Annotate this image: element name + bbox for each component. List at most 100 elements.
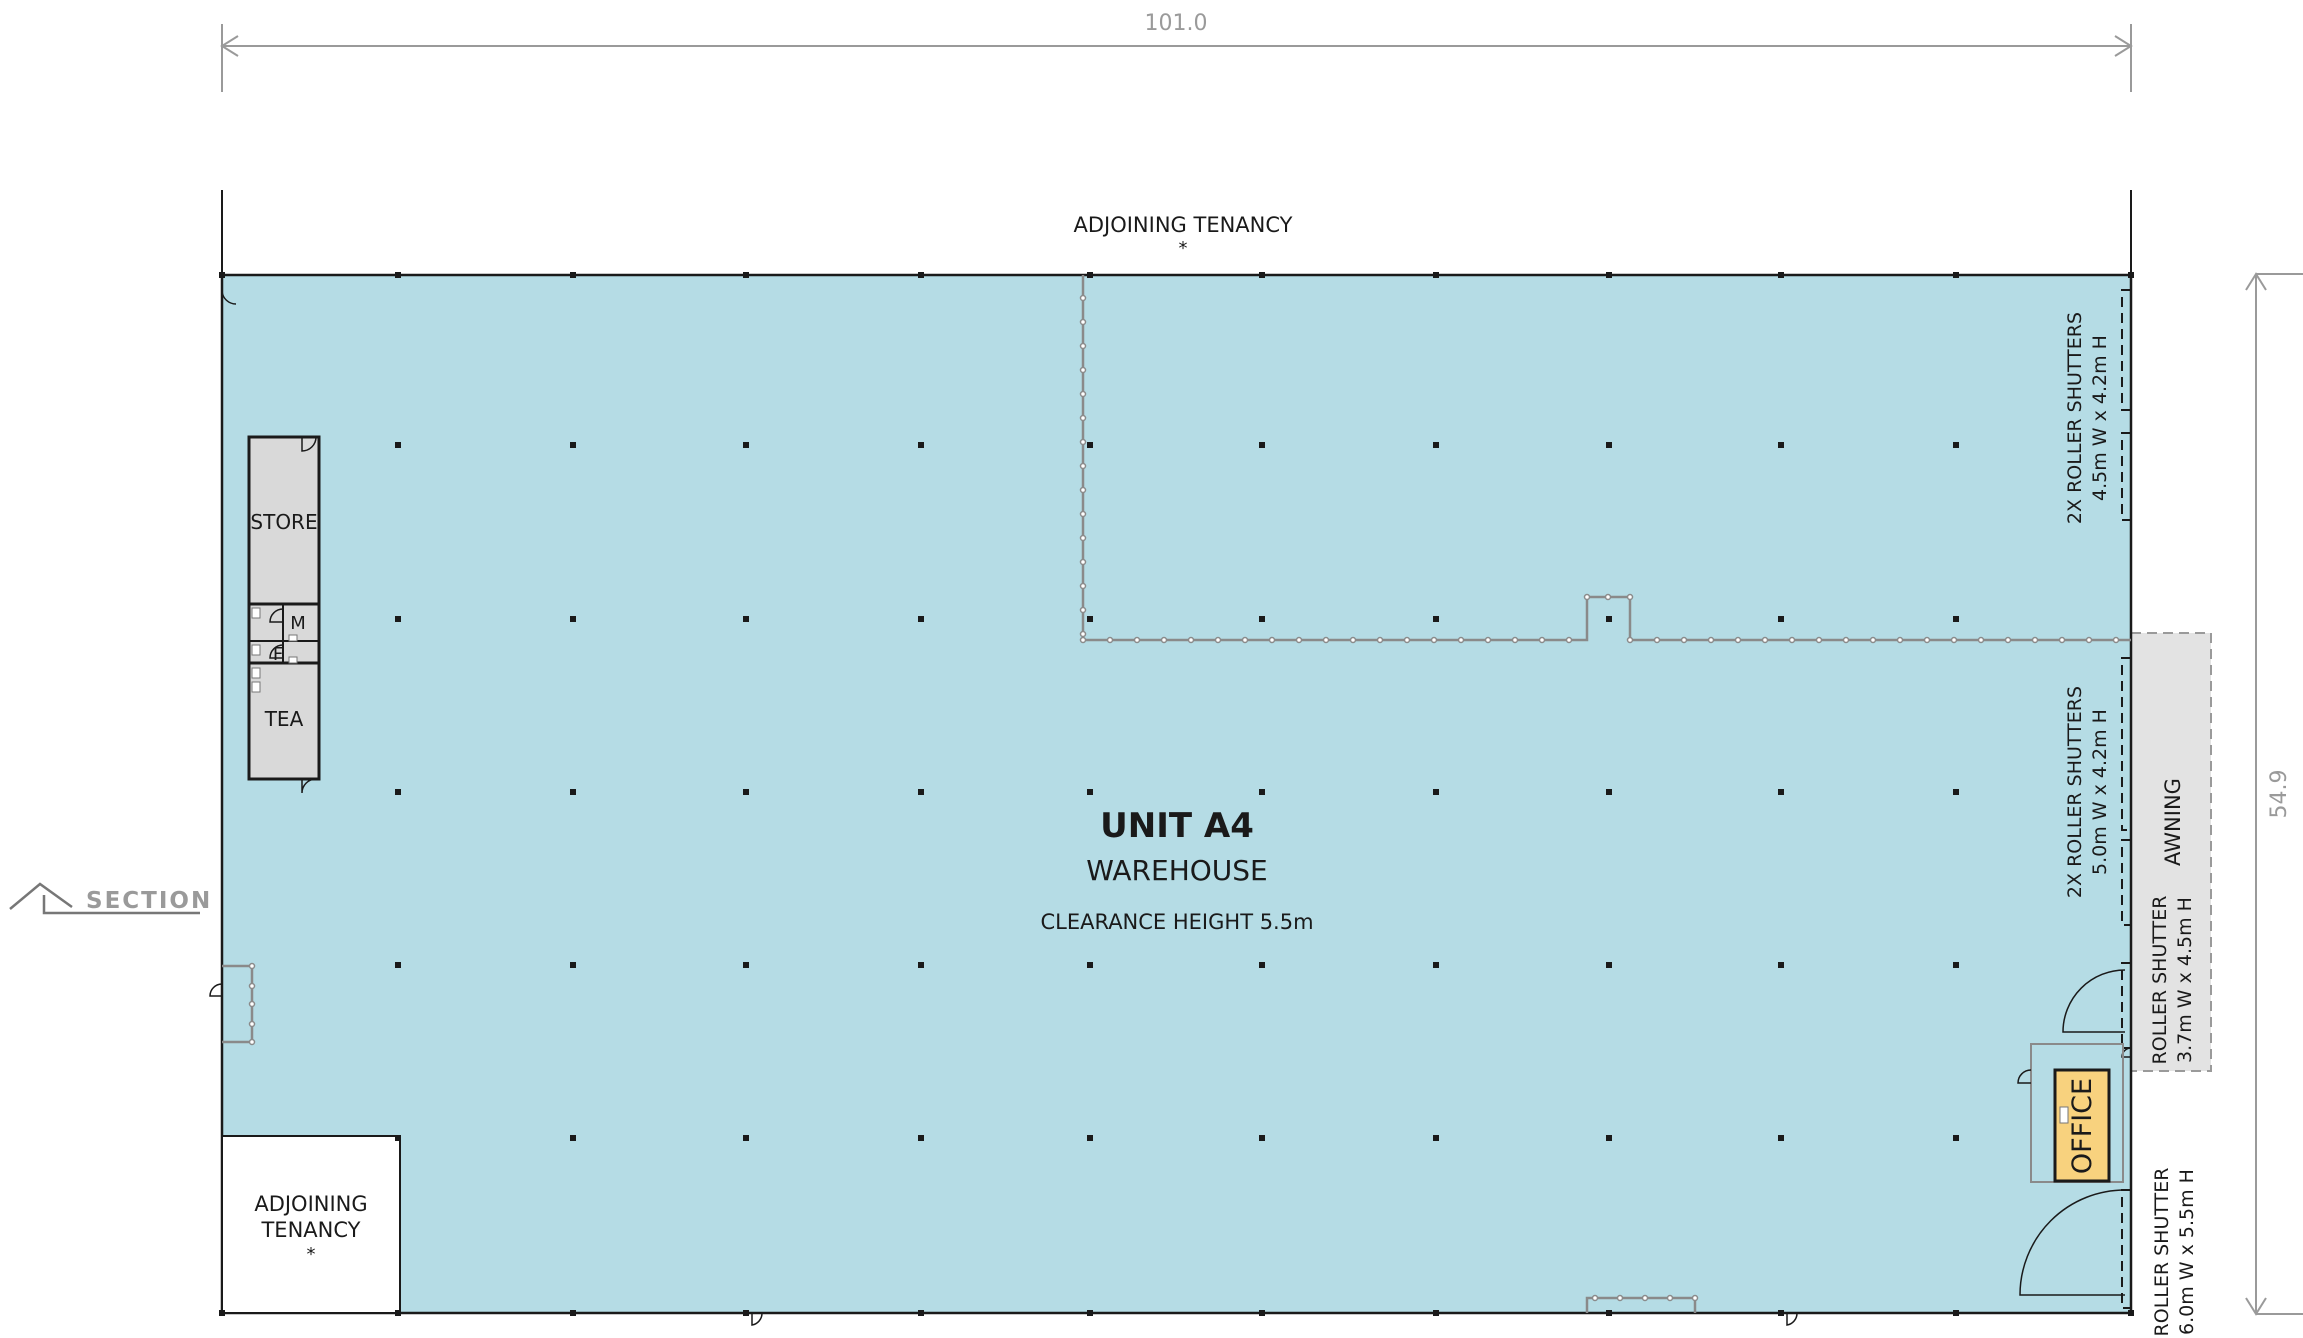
- awning-label: AWNING: [2161, 778, 2185, 866]
- fence-post: [1079, 318, 1087, 326]
- fence-post: [1626, 593, 1634, 601]
- fence-post: [1079, 438, 1087, 446]
- fence-post: [248, 1038, 256, 1046]
- fence-post: [2085, 636, 2093, 644]
- fence-post: [2004, 636, 2012, 644]
- perimeter-column: [1259, 272, 1265, 278]
- perimeter-column: [395, 1310, 401, 1316]
- column: [1606, 789, 1612, 795]
- fence-post: [2058, 636, 2066, 644]
- clearance-height: CLEARANCE HEIGHT 5.5m: [1040, 910, 1313, 934]
- fence-post: [1322, 636, 1330, 644]
- fence-post: [1079, 366, 1087, 374]
- shutter-2-line2: 5.0m W x 4.2m H: [2089, 709, 2111, 875]
- fence-post: [2031, 636, 2039, 644]
- fence-post: [1241, 636, 1249, 644]
- fence-post: [1691, 1294, 1699, 1302]
- width-dimension: [220, 24, 2133, 92]
- fence-post: [1666, 1294, 1674, 1302]
- perimeter-column: [1953, 1310, 1959, 1316]
- fence-post: [1349, 636, 1357, 644]
- fence-post: [2112, 636, 2120, 644]
- fence-post: [1626, 636, 1634, 644]
- fence-post: [1079, 486, 1087, 494]
- column: [1259, 789, 1265, 795]
- fence-post: [1214, 636, 1222, 644]
- section-marker-icon: [9, 882, 200, 915]
- fence-post: [1604, 593, 1612, 601]
- fence-post: [1079, 582, 1087, 590]
- unit-name: UNIT A4: [1100, 806, 1254, 846]
- fence-post: [1079, 390, 1087, 398]
- column: [1259, 442, 1265, 448]
- column: [1778, 1135, 1784, 1141]
- adjoining-tenancy-bottom: [221, 1135, 401, 1314]
- fence-post: [1641, 1294, 1649, 1302]
- fence-post: [1869, 636, 1877, 644]
- fence-post: [1187, 636, 1195, 644]
- column: [1778, 962, 1784, 968]
- perimeter-column: [2128, 272, 2134, 278]
- column: [1259, 616, 1265, 622]
- column: [1087, 789, 1093, 795]
- column: [1778, 442, 1784, 448]
- fence-post: [1403, 636, 1411, 644]
- fence-post: [1079, 294, 1087, 302]
- column: [918, 616, 924, 622]
- fence-post: [248, 982, 256, 990]
- fence-post: [248, 1020, 256, 1028]
- column: [1087, 442, 1093, 448]
- column: [743, 442, 749, 448]
- column: [1778, 616, 1784, 622]
- fence-post: [248, 962, 256, 970]
- adjoining-tenancy-top-label: ADJOINING TENANCY: [1073, 213, 1292, 237]
- column: [918, 789, 924, 795]
- fence-post: [1079, 342, 1087, 350]
- column: [570, 962, 576, 968]
- column: [1433, 616, 1439, 622]
- perimeter-column: [1606, 1310, 1612, 1316]
- section-label: SECTION: [86, 888, 212, 914]
- column: [1087, 616, 1093, 622]
- column: [1433, 442, 1439, 448]
- depth-dimension-label: 54.9: [2267, 770, 2292, 819]
- column: [395, 442, 401, 448]
- column: [1087, 962, 1093, 968]
- column: [918, 962, 924, 968]
- fence-post: [1160, 636, 1168, 644]
- fence-post: [1079, 414, 1087, 422]
- column: [743, 616, 749, 622]
- roller-shutters: [2121, 289, 2131, 1309]
- fence-post: [1815, 636, 1823, 644]
- column: [1259, 1135, 1265, 1141]
- perimeter-column: [395, 272, 401, 278]
- width-dimension-label: 101.0: [1145, 11, 1208, 36]
- column: [918, 1135, 924, 1141]
- office-label: OFFICE: [2067, 1078, 2098, 1174]
- column: [570, 1135, 576, 1141]
- fence-post: [1079, 606, 1087, 614]
- fence-post: [1950, 636, 1958, 644]
- column: [1606, 616, 1612, 622]
- fence-post: [1079, 636, 1087, 644]
- fence-post: [1653, 636, 1661, 644]
- column: [1606, 962, 1612, 968]
- fence-post: [1268, 636, 1276, 644]
- shutter-3-line1: ROLLER SHUTTER: [2149, 896, 2171, 1065]
- column: [1433, 789, 1439, 795]
- adjoining-tenancy-bottom-mark: *: [307, 1244, 316, 1265]
- fence-post: [1079, 462, 1087, 470]
- fence-post: [1896, 636, 1904, 644]
- perimeter-column: [1433, 272, 1439, 278]
- column: [1953, 1135, 1959, 1141]
- column: [1433, 1135, 1439, 1141]
- fence-posts: [248, 294, 2120, 1302]
- female-toilet-label: F: [273, 644, 283, 665]
- fence-post: [1484, 636, 1492, 644]
- fence-post: [1788, 636, 1796, 644]
- column: [395, 962, 401, 968]
- fence-post: [1457, 636, 1465, 644]
- fence-post: [1761, 636, 1769, 644]
- fence-post: [1583, 593, 1591, 601]
